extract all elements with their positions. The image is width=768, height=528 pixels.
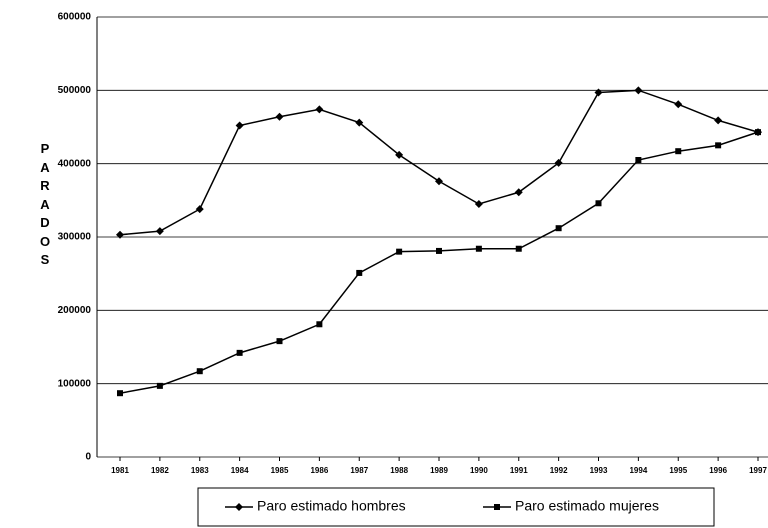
marker [275, 112, 284, 121]
marker [474, 200, 483, 208]
x-tick-label: 1982 [151, 466, 169, 475]
legend-box [197, 487, 715, 527]
y-tick-label: 200000 [58, 305, 92, 316]
marker [396, 248, 403, 255]
y-tick-label: 400000 [58, 158, 92, 169]
x-tick-label: 1992 [550, 466, 568, 475]
marker [634, 86, 643, 95]
marker [356, 269, 363, 276]
x-tick-label: 1981 [111, 466, 129, 475]
marker [355, 118, 364, 127]
legend-label: Paro estimado hombres [257, 498, 406, 514]
series-line [119, 131, 759, 394]
x-tick-label: 1984 [231, 466, 249, 475]
marker [315, 105, 324, 114]
y-tick-label: 0 [85, 452, 91, 463]
marker [117, 390, 123, 397]
marker [674, 100, 683, 109]
x-tick-label: 1986 [310, 466, 328, 475]
y-tick-label: 500000 [58, 85, 92, 96]
marker [196, 368, 203, 375]
marker [195, 205, 204, 214]
series-line [119, 89, 759, 236]
x-tick-label: 1983 [191, 466, 209, 475]
marker [395, 150, 404, 159]
marker [236, 349, 243, 356]
x-tick-label: 1997 [749, 466, 767, 475]
x-tick-label: 1993 [590, 466, 608, 475]
marker [715, 142, 722, 149]
legend-label: Paro estimado mujeres [515, 498, 659, 514]
y-tick-label: 100000 [58, 378, 92, 389]
x-tick-label: 1985 [271, 466, 289, 475]
marker [594, 88, 603, 97]
marker [755, 129, 761, 136]
marker [595, 200, 602, 207]
marker [515, 245, 522, 252]
x-tick-label: 1987 [350, 466, 368, 475]
y-tick-label: 300000 [58, 232, 92, 243]
marker [494, 504, 500, 510]
marker [475, 245, 482, 252]
y-tick-label: 600000 [58, 12, 92, 23]
x-tick-label: 1990 [470, 466, 488, 475]
marker [675, 148, 682, 155]
marker [436, 247, 442, 254]
marker [235, 503, 243, 511]
marker [276, 338, 283, 345]
marker [116, 230, 124, 239]
x-tick-label: 1991 [510, 466, 528, 475]
marker [316, 321, 323, 328]
marker [435, 177, 443, 186]
x-tick-label: 1996 [709, 466, 727, 475]
marker [156, 382, 163, 389]
x-tick-label: 1995 [669, 466, 687, 475]
marker [514, 188, 523, 197]
marker [554, 158, 563, 167]
marker [635, 157, 642, 163]
x-tick-label: 1989 [430, 466, 448, 475]
marker [155, 227, 164, 236]
marker [555, 225, 562, 232]
x-tick-label: 1988 [390, 466, 408, 475]
y-axis-label: PARADOS [39, 141, 51, 267]
x-tick-label: 1994 [629, 466, 647, 475]
marker [235, 121, 244, 130]
marker [714, 116, 723, 125]
